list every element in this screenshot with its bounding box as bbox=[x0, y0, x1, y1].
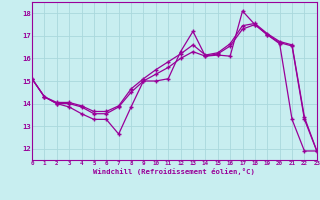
X-axis label: Windchill (Refroidissement éolien,°C): Windchill (Refroidissement éolien,°C) bbox=[93, 168, 255, 175]
